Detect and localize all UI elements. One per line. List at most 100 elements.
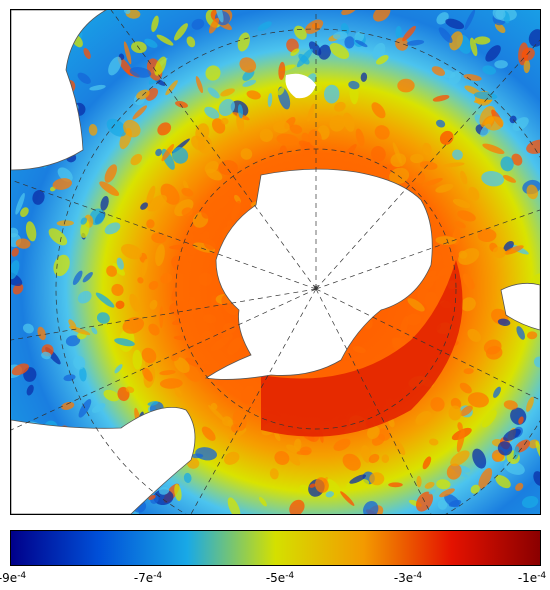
eddy <box>368 453 380 464</box>
eddy <box>367 425 380 440</box>
eddy <box>161 144 175 162</box>
eddy <box>209 251 218 260</box>
eddy <box>174 23 188 41</box>
eddy <box>459 382 472 394</box>
eddy <box>448 71 462 85</box>
eddy <box>415 411 432 426</box>
eddy <box>200 330 214 345</box>
colorbar-tick-label: -5e-4 <box>265 571 295 585</box>
eddy <box>381 454 390 463</box>
eddy <box>349 474 367 484</box>
eddy <box>392 438 406 456</box>
eddy <box>462 273 475 290</box>
eddy <box>482 65 496 75</box>
eddy <box>420 275 440 284</box>
eddy <box>220 88 235 97</box>
eddy <box>57 167 73 182</box>
eddy <box>533 356 540 368</box>
eddy <box>65 335 81 347</box>
eddy <box>438 27 453 43</box>
eddy <box>15 238 31 249</box>
eddy <box>215 10 224 23</box>
eddy <box>518 416 524 425</box>
eddy <box>125 386 135 393</box>
polar-map: * <box>10 9 541 515</box>
eddy <box>446 463 462 480</box>
eddy <box>144 38 158 48</box>
eddy <box>422 178 443 187</box>
eddy <box>323 84 340 104</box>
colorbar-tick-label: -1e-4 <box>517 571 547 585</box>
graticule <box>11 10 540 514</box>
eddy <box>79 366 87 382</box>
eddy <box>169 244 194 250</box>
eddy <box>103 389 120 402</box>
eddy <box>397 78 415 93</box>
eddy <box>32 189 45 205</box>
eddy <box>464 10 476 31</box>
land-australia <box>500 282 540 331</box>
eddy <box>181 187 194 197</box>
eddy <box>293 438 302 451</box>
eddy <box>334 101 346 112</box>
eddy <box>258 496 267 507</box>
eddy <box>289 499 305 514</box>
eddy <box>202 314 217 324</box>
eddy <box>169 301 191 317</box>
eddy <box>227 337 243 355</box>
eddy <box>223 451 240 465</box>
eddy <box>274 431 281 442</box>
eddy <box>533 471 540 486</box>
eddy <box>186 36 196 48</box>
eddy <box>100 195 109 211</box>
eddy <box>175 100 188 108</box>
eddy <box>52 178 73 190</box>
eddy <box>267 93 273 107</box>
eddy <box>61 401 75 410</box>
eddy <box>165 80 178 96</box>
eddy <box>468 186 480 201</box>
eddy <box>104 222 121 235</box>
eddy <box>91 327 98 335</box>
eddy <box>521 495 539 509</box>
eddy <box>402 25 416 42</box>
eddy <box>96 312 110 324</box>
eddy <box>56 220 74 227</box>
eddy <box>521 47 535 61</box>
eddy <box>333 438 351 451</box>
red-band <box>261 260 463 437</box>
eddy <box>53 254 70 277</box>
eddy <box>158 487 170 495</box>
eddy <box>183 472 192 483</box>
eddy <box>377 428 391 441</box>
eddy <box>422 456 432 470</box>
eddy <box>325 478 341 495</box>
eddy <box>91 403 106 413</box>
eddy <box>478 467 493 489</box>
eddy <box>142 367 153 382</box>
eddy <box>15 192 25 215</box>
eddy <box>26 384 34 396</box>
eddy <box>494 60 508 69</box>
eddy <box>160 273 173 284</box>
eddy <box>154 56 167 76</box>
eddy <box>512 117 529 131</box>
eddy <box>171 255 191 274</box>
eddy <box>467 328 481 342</box>
eddy <box>463 74 482 81</box>
map-svg: * <box>11 10 540 514</box>
eddy <box>285 450 301 466</box>
eddy <box>407 298 425 312</box>
eddy <box>341 10 358 16</box>
eddy <box>157 122 172 136</box>
eddy <box>278 61 286 80</box>
eddy <box>174 483 182 502</box>
eddy <box>207 87 220 99</box>
eddy <box>273 121 290 134</box>
eddy <box>146 219 155 229</box>
eddy <box>156 34 174 46</box>
eddy <box>37 326 46 341</box>
eddy <box>104 164 118 183</box>
eddy <box>371 102 386 119</box>
eddy <box>198 272 213 287</box>
